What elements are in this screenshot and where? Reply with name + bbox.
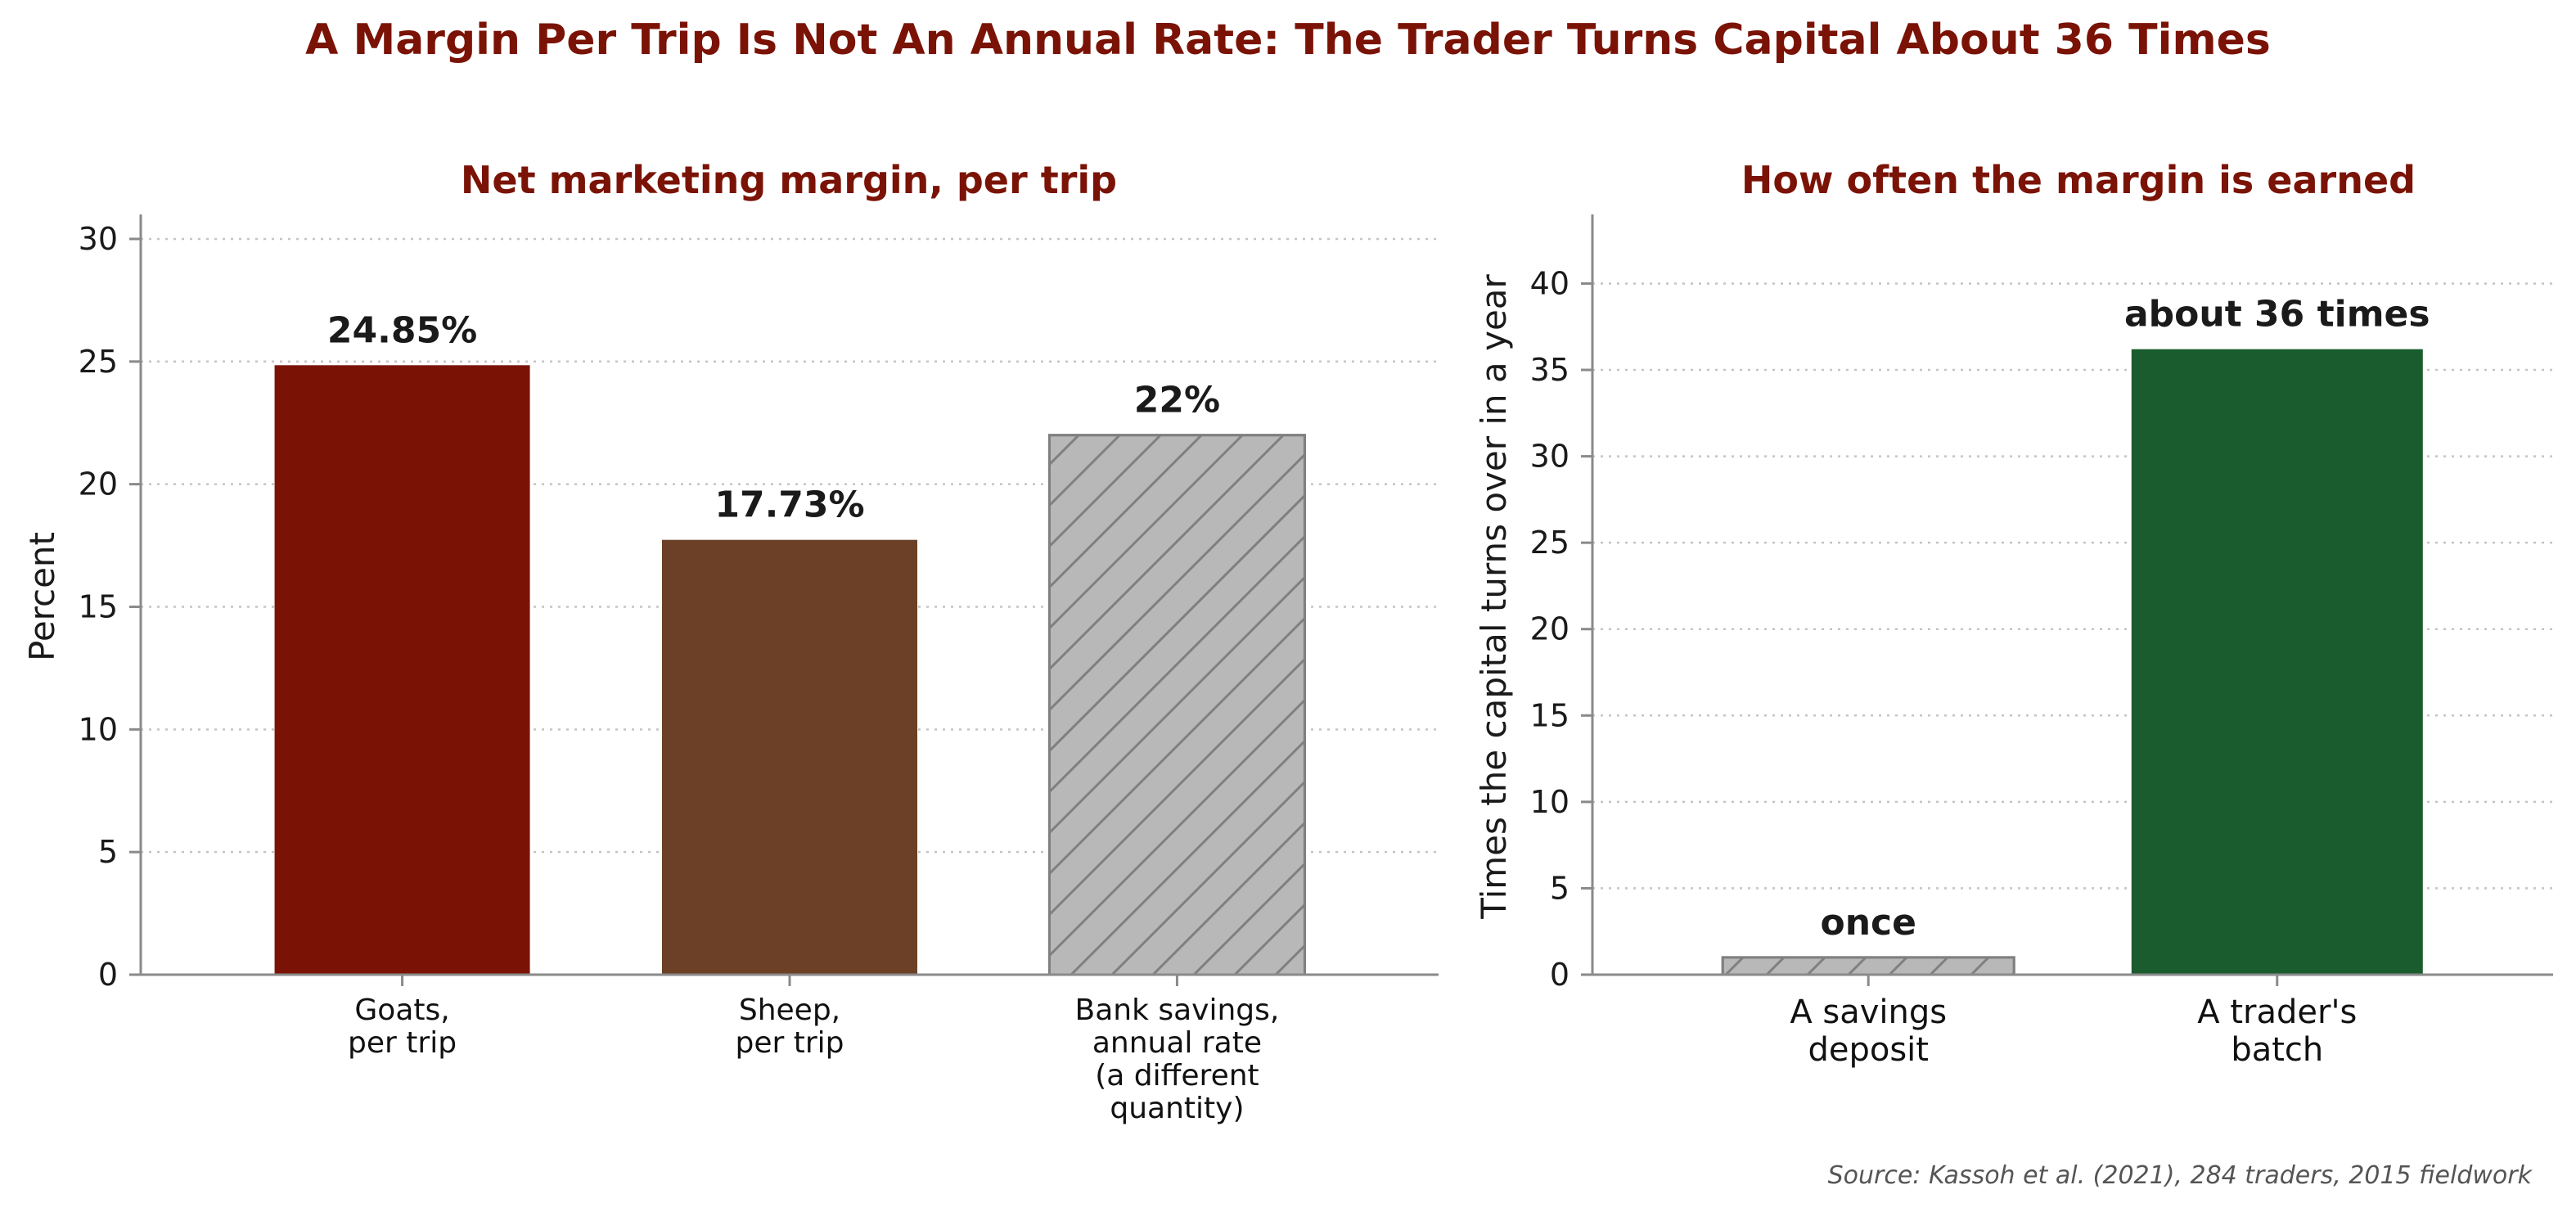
turnover-ytick-label: 40 — [1530, 265, 1569, 301]
margin-bar-hatch — [1047, 434, 1306, 976]
margin-data-label: 22% — [1134, 380, 1220, 421]
margin-xtick-label: (a different — [1095, 1059, 1259, 1093]
margin-ytick-label: 25 — [79, 344, 118, 380]
source-note: Source: Kassoh et al. (2021), 284 trader… — [1828, 1161, 2533, 1190]
turnover-ytick-label: 10 — [1530, 784, 1569, 820]
turnover-data-label: about 36 times — [2124, 294, 2430, 336]
margin-ytick-label: 15 — [79, 588, 118, 624]
turnover-bar-hatch — [1721, 956, 2015, 976]
turnover-ytick-label: 30 — [1530, 439, 1569, 475]
margin-ytick-label: 10 — [79, 711, 118, 747]
turnover-ytick-label: 20 — [1530, 611, 1569, 647]
margin-xtick-label: Goats, — [354, 993, 449, 1027]
turnover-ytick-label: 0 — [1550, 957, 1569, 993]
margin-bar — [662, 539, 917, 975]
turnover-chart: How often the margin is earned Times the… — [1474, 158, 2553, 1069]
margin-ytick-label: 5 — [98, 834, 118, 870]
margin-xtick-label: Sheep, — [739, 993, 840, 1027]
turnover-chart-ylabel: Times the capital turns over in a year — [1474, 273, 1514, 919]
turnover-xtick-label: A savings — [1790, 993, 1947, 1031]
margin-xtick-label: per trip — [348, 1026, 457, 1060]
turnover-bar — [2131, 349, 2423, 975]
figure-title: A Margin Per Trip Is Not An Annual Rate:… — [305, 16, 2271, 65]
margin-ytick-label: 30 — [79, 221, 118, 257]
margin-chart-title: Net marketing margin, per trip — [461, 158, 1117, 202]
margin-chart: Net marketing margin, per trip Percent 0… — [22, 158, 1439, 1125]
margin-ytick-label: 0 — [98, 957, 118, 993]
margin-ytick-label: 20 — [79, 466, 118, 502]
margin-data-label: 24.85% — [327, 309, 477, 351]
turnover-xtick-label: deposit — [1808, 1031, 1929, 1069]
turnover-ytick-label: 5 — [1550, 870, 1569, 906]
margin-xtick-label: Bank savings, — [1075, 993, 1280, 1027]
turnover-data-label: once — [1820, 902, 1916, 944]
turnover-ytick-label: 15 — [1530, 697, 1569, 733]
turnover-xtick-label: batch — [2231, 1031, 2323, 1069]
turnover-ytick-label: 25 — [1530, 525, 1569, 561]
margin-xtick-label: per trip — [735, 1026, 844, 1060]
margin-bar — [274, 365, 530, 975]
margin-xtick-label: quantity) — [1110, 1092, 1244, 1125]
turnover-ytick-label: 35 — [1530, 352, 1569, 388]
margin-data-label: 17.73% — [714, 484, 864, 526]
turnover-chart-title: How often the margin is earned — [1741, 158, 2416, 202]
margin-xtick-label: annual rate — [1092, 1026, 1262, 1060]
turnover-xtick-label: A trader's — [2197, 993, 2357, 1031]
margin-chart-ylabel: Percent — [22, 532, 62, 661]
